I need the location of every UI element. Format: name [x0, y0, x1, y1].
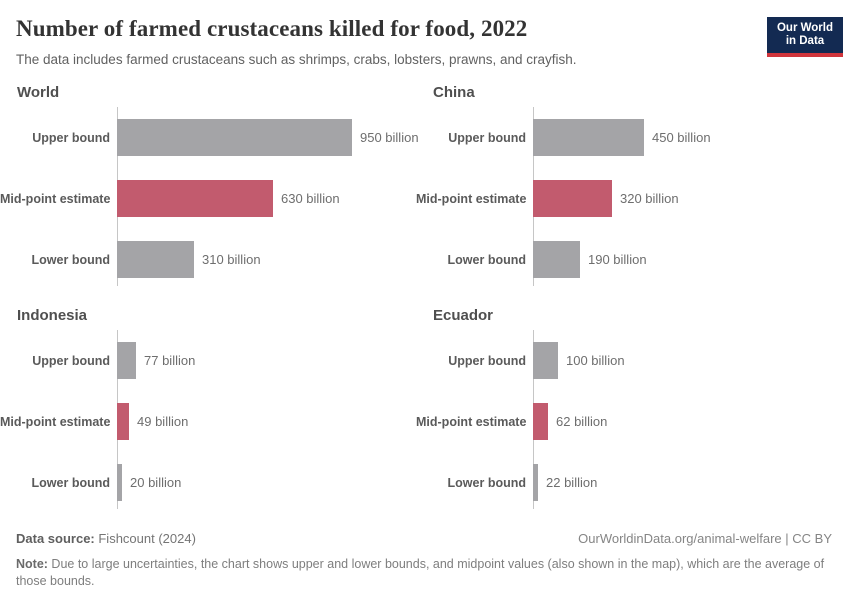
lower-bound-bar [117, 464, 122, 501]
midpoint-estimate-bar [533, 403, 548, 440]
lower-bound-bar [117, 241, 194, 278]
midpoint-estimate-bar [117, 403, 129, 440]
bar-row: Upper bound 77 billion [0, 330, 425, 391]
bar-row: Upper bound 450 billion [416, 107, 841, 168]
value-label: 950 billion [360, 130, 419, 145]
lower-bound-bar [533, 241, 580, 278]
midpoint-estimate-bar [117, 180, 273, 217]
value-label: 630 billion [281, 191, 340, 206]
bar-category-label: Mid-point estimate [416, 414, 527, 429]
note: Note: Due to large uncertainties, the ch… [16, 556, 834, 589]
data-source-value: Fishcount (2024) [94, 531, 196, 546]
bar-category-label: Mid-point estimate [416, 191, 527, 206]
value-label: 100 billion [566, 353, 625, 368]
bar-category-label: Lower bound [447, 252, 526, 267]
value-label: 62 billion [556, 414, 608, 429]
panel-title: Indonesia [17, 307, 88, 324]
bar-category-label: Upper bound [448, 130, 526, 145]
panel-title: World [17, 84, 60, 101]
bar-row: Lower bound 20 billion [0, 452, 425, 513]
attribution-link[interactable]: OurWorldinData.org/animal-welfare | CC B… [578, 531, 832, 546]
bar-category-label: Upper bound [448, 353, 526, 368]
upper-bound-bar [117, 119, 352, 156]
bar-row: Upper bound 950 billion [0, 107, 425, 168]
bar-category-label: Mid-point estimate [0, 414, 111, 429]
value-label: 22 billion [546, 475, 598, 490]
bar-row: Mid-point estimate 320 billion [416, 168, 841, 229]
value-label: 20 billion [130, 475, 182, 490]
plot-area: Upper bound 100 billion Mid-point estima… [416, 330, 841, 513]
panel-china: China Upper bound 450 billion Mid-point … [416, 84, 841, 290]
upper-bound-bar [533, 342, 558, 379]
note-label: Note: [16, 557, 48, 571]
panel-title: Ecuador [433, 307, 494, 324]
owid-logo: Our World in Data [767, 17, 843, 57]
plot-area: Upper bound 77 billion Mid-point estimat… [0, 330, 425, 513]
plot-area: Upper bound 950 billion Mid-point estima… [0, 107, 425, 290]
upper-bound-bar [117, 342, 136, 379]
value-label: 320 billion [620, 191, 679, 206]
bar-row: Mid-point estimate 630 billion [0, 168, 425, 229]
bar-category-label: Lower bound [31, 252, 110, 267]
owid-logo-text-line2: in Data [785, 35, 825, 47]
value-label: 310 billion [202, 252, 261, 267]
panel-ecuador: Ecuador Upper bound 100 billion Mid-poin… [416, 307, 841, 513]
bar-category-label: Lower bound [447, 475, 526, 490]
bar-row: Lower bound 190 billion [416, 229, 841, 290]
bar-row: Lower bound 310 billion [0, 229, 425, 290]
owid-logo-red-strip [767, 53, 843, 57]
value-label: 49 billion [137, 414, 189, 429]
panel-title: China [433, 84, 475, 101]
bar-category-label: Mid-point estimate [0, 191, 111, 206]
data-source-line: Data source: Fishcount (2024) [16, 531, 196, 546]
bar-row: Upper bound 100 billion [416, 330, 841, 391]
midpoint-estimate-bar [533, 180, 612, 217]
bar-row: Mid-point estimate 62 billion [416, 391, 841, 452]
panel-indonesia: Indonesia Upper bound 77 billion Mid-poi… [0, 307, 425, 513]
bar-category-label: Lower bound [31, 475, 110, 490]
owid-logo-text-line1: Our World [776, 22, 833, 34]
bar-category-label: Upper bound [32, 353, 110, 368]
chart-title: Number of farmed crustaceans killed for … [16, 16, 528, 41]
value-label: 77 billion [144, 353, 196, 368]
panel-world: World Upper bound 950 billion Mid-point … [0, 84, 425, 290]
bar-row: Mid-point estimate 49 billion [0, 391, 425, 452]
upper-bound-bar [533, 119, 644, 156]
bar-category-label: Upper bound [32, 130, 110, 145]
value-label: 450 billion [652, 130, 711, 145]
bar-row: Lower bound 22 billion [416, 452, 841, 513]
value-label: 190 billion [588, 252, 647, 267]
lower-bound-bar [533, 464, 538, 501]
note-text: Due to large uncertainties, the chart sh… [16, 557, 825, 588]
plot-area: Upper bound 450 billion Mid-point estima… [416, 107, 841, 290]
chart-subtitle: The data includes farmed crustaceans suc… [16, 52, 577, 67]
data-source-label: Data source: [16, 531, 95, 546]
